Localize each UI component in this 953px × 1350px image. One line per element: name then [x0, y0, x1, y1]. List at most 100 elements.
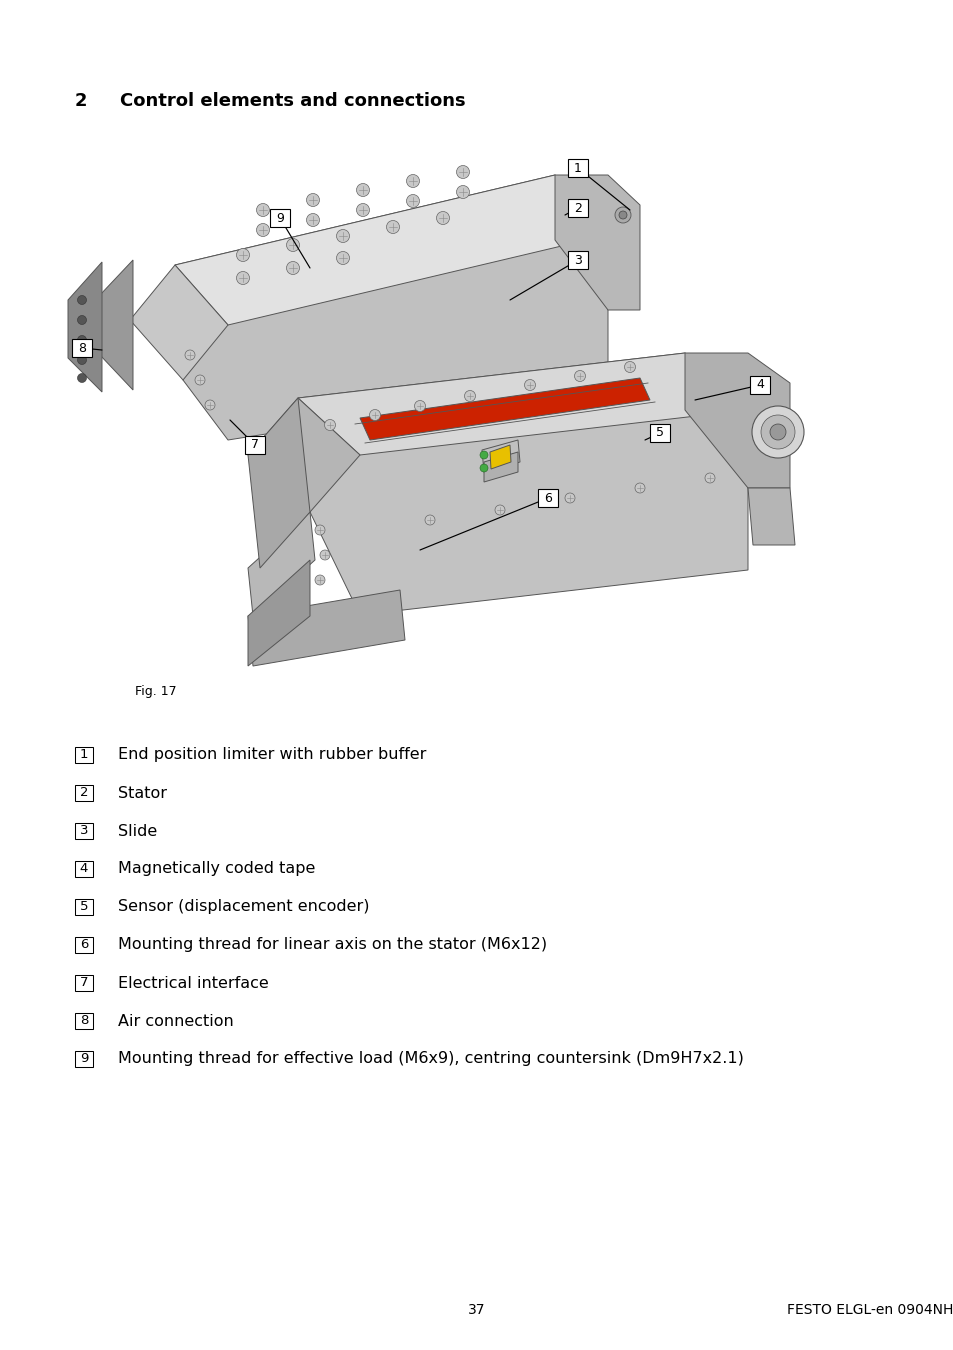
Text: End position limiter with rubber buffer: End position limiter with rubber buffer	[118, 748, 426, 763]
Circle shape	[624, 362, 635, 373]
Text: Fig. 17: Fig. 17	[135, 684, 176, 698]
Text: 9: 9	[80, 1053, 88, 1065]
Polygon shape	[130, 265, 228, 379]
Text: 5: 5	[80, 900, 89, 914]
Text: 7: 7	[80, 976, 89, 990]
Bar	[75, 824, 92, 838]
Polygon shape	[483, 452, 517, 482]
Text: 37: 37	[468, 1303, 485, 1318]
Circle shape	[256, 204, 269, 216]
Bar	[270, 209, 290, 227]
Circle shape	[314, 525, 325, 535]
Bar	[75, 1012, 92, 1029]
Circle shape	[306, 193, 319, 207]
Text: 5: 5	[656, 427, 663, 440]
Circle shape	[406, 194, 419, 208]
Bar	[749, 377, 769, 394]
Circle shape	[495, 505, 504, 514]
Text: 4: 4	[756, 378, 763, 392]
Bar	[75, 937, 92, 953]
Circle shape	[336, 230, 349, 243]
Bar	[245, 436, 265, 454]
Circle shape	[414, 401, 425, 412]
Polygon shape	[68, 262, 102, 392]
Circle shape	[564, 493, 575, 504]
Bar	[649, 424, 669, 441]
Text: FESTO ELGL-en 0904NH: FESTO ELGL-en 0904NH	[786, 1303, 952, 1318]
Text: 2: 2	[574, 201, 581, 215]
Text: Control elements and connections: Control elements and connections	[120, 92, 465, 109]
Text: 8: 8	[78, 342, 86, 355]
Text: 2: 2	[75, 92, 88, 109]
Circle shape	[618, 211, 626, 219]
Circle shape	[286, 262, 299, 274]
Bar	[71, 339, 91, 356]
Polygon shape	[248, 560, 310, 666]
Polygon shape	[174, 176, 607, 325]
Polygon shape	[555, 176, 639, 310]
Circle shape	[236, 271, 250, 285]
Text: Mounting thread for effective load (M6x9), centring countersink (Dm9H7x2.1): Mounting thread for effective load (M6x9…	[118, 1052, 743, 1066]
Bar	[75, 861, 92, 878]
Circle shape	[760, 414, 794, 450]
Circle shape	[479, 464, 488, 472]
Circle shape	[77, 296, 87, 305]
Circle shape	[336, 251, 349, 265]
Text: Air connection: Air connection	[118, 1014, 233, 1029]
Bar	[75, 899, 92, 915]
Text: 1: 1	[80, 748, 89, 761]
Polygon shape	[490, 446, 511, 468]
Circle shape	[574, 370, 585, 382]
Circle shape	[356, 184, 369, 197]
Circle shape	[424, 514, 435, 525]
Circle shape	[236, 248, 250, 262]
Polygon shape	[297, 352, 747, 616]
Circle shape	[769, 424, 785, 440]
Text: 6: 6	[543, 491, 552, 505]
Text: 3: 3	[80, 825, 89, 837]
Circle shape	[386, 220, 399, 234]
Circle shape	[77, 355, 87, 364]
Polygon shape	[174, 176, 607, 440]
Circle shape	[615, 207, 630, 223]
Text: Stator: Stator	[118, 786, 167, 801]
Text: Magnetically coded tape: Magnetically coded tape	[118, 861, 315, 876]
Circle shape	[314, 575, 325, 585]
Text: Mounting thread for linear axis on the stator (M6x12): Mounting thread for linear axis on the s…	[118, 937, 547, 953]
Circle shape	[456, 185, 469, 198]
Bar	[75, 1052, 92, 1066]
Circle shape	[205, 400, 214, 410]
Text: Slide: Slide	[118, 824, 157, 838]
Circle shape	[256, 224, 269, 236]
Circle shape	[306, 213, 319, 227]
Bar	[75, 975, 92, 991]
Circle shape	[286, 239, 299, 251]
Circle shape	[406, 174, 419, 188]
Circle shape	[479, 451, 488, 459]
Text: 9: 9	[275, 212, 284, 224]
Text: 4: 4	[80, 863, 88, 876]
Polygon shape	[100, 261, 132, 390]
Circle shape	[185, 350, 194, 360]
Circle shape	[704, 472, 714, 483]
Polygon shape	[297, 352, 747, 455]
Text: Electrical interface: Electrical interface	[118, 976, 269, 991]
Circle shape	[77, 316, 87, 324]
Bar	[75, 747, 92, 763]
Circle shape	[77, 374, 87, 382]
Circle shape	[77, 336, 87, 344]
Circle shape	[194, 375, 205, 385]
Text: Sensor (displacement encoder): Sensor (displacement encoder)	[118, 899, 369, 914]
Polygon shape	[248, 512, 314, 616]
Polygon shape	[359, 378, 649, 440]
Circle shape	[319, 549, 330, 560]
Polygon shape	[248, 398, 359, 512]
Text: 1: 1	[574, 162, 581, 174]
Circle shape	[356, 204, 369, 216]
Text: 7: 7	[251, 439, 258, 451]
Circle shape	[751, 406, 803, 458]
Circle shape	[436, 212, 449, 224]
Circle shape	[324, 420, 335, 431]
Polygon shape	[481, 440, 519, 472]
Polygon shape	[248, 398, 310, 568]
